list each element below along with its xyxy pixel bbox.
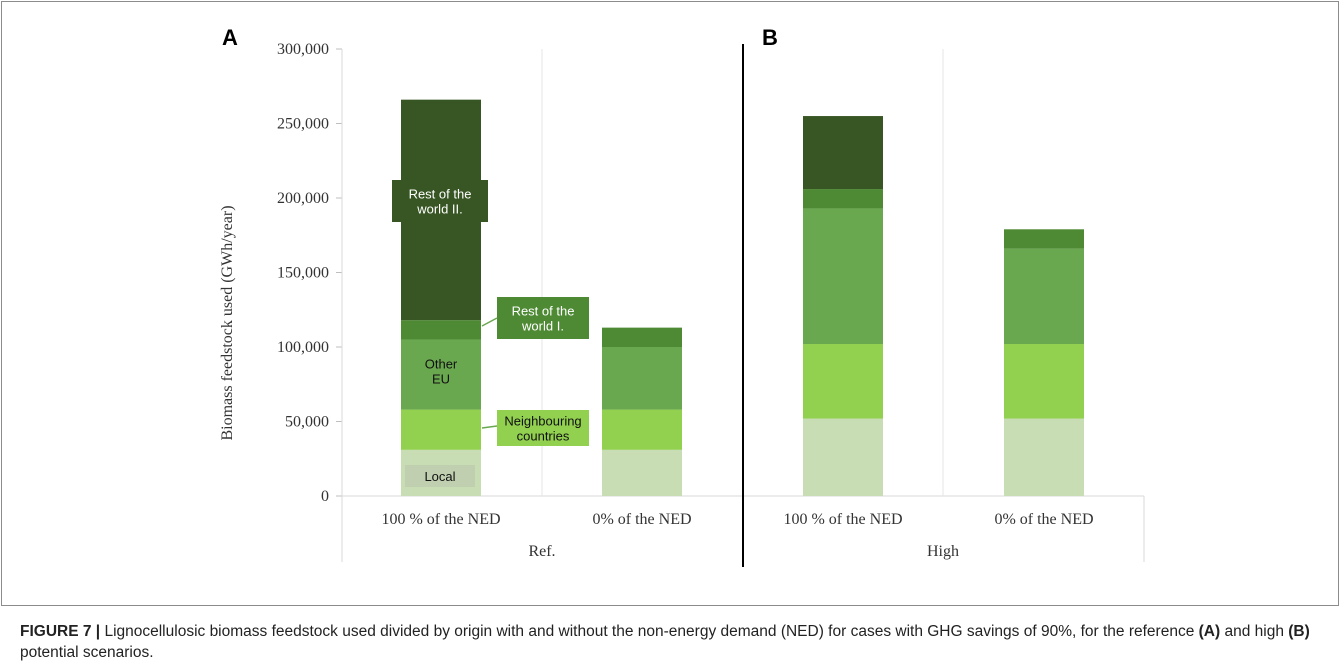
x-category-label: 0% of the NED [994,511,1093,528]
bar-segment [602,327,682,347]
bar-segment [803,189,883,209]
x-group-label: High [927,543,959,560]
bar-segment [1004,248,1084,345]
annotation-text: EU [432,372,450,387]
annotation-label: Local [405,465,475,487]
y-tick-label: 50,000 [285,414,329,431]
y-ticks-layer: 0 50,000 100,000 150,000 200,000 250,000 300,0… [277,41,342,505]
y-tick-label: 100,000 [277,339,329,356]
annotation-box [497,410,589,446]
bar-segment [1004,344,1084,419]
category-labels-layer: 100 % of the NED 0% of the NED 100 % of th… [381,511,1093,560]
bar-segment [1004,229,1084,249]
y-tick-label: 250,000 [277,116,329,133]
bar-segment [602,347,682,410]
figure-frame [1,1,1339,606]
x-category-label: 0% of the NED [592,511,691,528]
x-group-label: Ref. [528,543,555,560]
x-category-label: 100 % of the NED [783,511,902,528]
x-category-label: 100 % of the NED [381,511,500,528]
y-tick-label: 0 [321,488,329,505]
annotation-leader [481,317,498,327]
annotation-box [392,180,488,222]
bar-segment [1004,418,1084,496]
y-axis-title: Biomass feedstock used (GWh/year) [219,205,236,440]
caption-part-1: (A) [1198,623,1221,640]
caption-part-0: Lignocellulosic biomass feedstock used d… [100,623,1199,640]
panel-letter-b: B [762,25,778,50]
panel-letter-a: A [222,25,238,50]
axes-layer: A B Biomass feedstock used (GWh/year) [219,25,778,441]
annotation-text: world I. [521,319,564,334]
bar-segment [401,339,481,410]
caption-part-4: potential scenarios. [20,644,154,661]
bar-segment [602,409,682,450]
bar-segment [803,344,883,419]
y-tick-label: 300,000 [277,41,329,58]
bar-segment [803,116,883,190]
caption-part-3: (B) [1288,623,1310,640]
figure-caption: FIGURE 7 | Lignocellulosic biomass feeds… [20,621,1320,663]
annotation-text: countries [517,429,570,444]
annotation-box [497,297,589,339]
bar-segment [803,418,883,496]
annotation-text: Local [424,469,455,484]
annotation-text: Rest of the [409,187,472,202]
annotation-box [405,465,475,487]
bar-segment [602,449,682,496]
annotation-leader [481,425,498,429]
stacked-bar-chart: A B Biomass feedstock used (GWh/year) 0 5… [219,25,1145,567]
caption-part-2: and high [1220,623,1289,640]
annotation-text: world II. [416,202,463,217]
y-tick-label: 150,000 [277,265,329,282]
annotation-text: Neighbouring [504,414,581,429]
bar-segment [401,320,481,340]
bar-segment [803,208,883,345]
annotation-text: Other [425,357,458,372]
y-tick-label: 200,000 [277,190,329,207]
caption-label: FIGURE 7 | [20,623,101,640]
bar-segment [401,409,481,450]
annotation-text: Rest of the [512,304,575,319]
